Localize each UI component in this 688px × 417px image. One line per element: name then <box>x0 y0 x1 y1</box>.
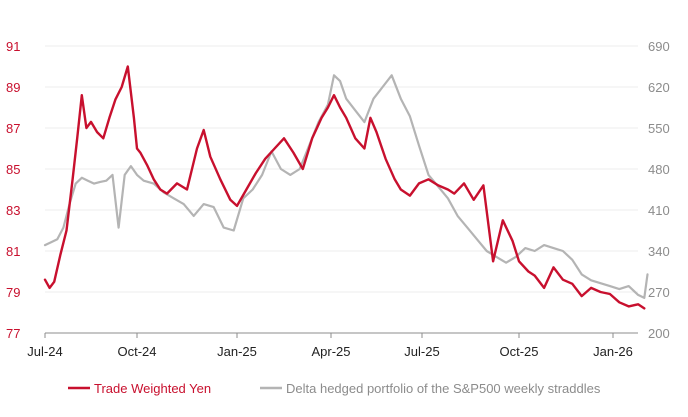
right-tick-label-200: 200 <box>648 326 670 341</box>
left-tick-label-79: 79 <box>6 285 20 300</box>
series-group <box>43 65 649 310</box>
right-tick-label-340: 340 <box>648 244 670 259</box>
x-tick-label-1: Oct-24 <box>117 344 156 359</box>
x-tick-label-6: Jan-26 <box>593 344 633 359</box>
series-line-delta-hedged-portfolio <box>43 74 649 299</box>
x-tick-label-5: Oct-25 <box>499 344 538 359</box>
legend: Trade Weighted Yen Delta hedged portfoli… <box>68 381 601 396</box>
x-axis-ticks: Jul-24 Oct-24 Jan-25 Apr-25 Jul-25 Oct-25 Jan-… <box>27 333 633 359</box>
left-tick-label-77: 77 <box>6 326 20 341</box>
right-tick-label-620: 620 <box>648 80 670 95</box>
right-tick-label-270: 270 <box>648 285 670 300</box>
right-tick-label-480: 480 <box>648 162 670 177</box>
left-axis-ticks: 77 79 81 83 85 87 89 91 <box>6 39 20 341</box>
series-line-trade-weighted-yen <box>43 65 646 310</box>
left-tick-label-91: 91 <box>6 39 20 54</box>
right-axis-ticks: 200 270 340 410 480 550 620 690 <box>648 39 670 341</box>
right-tick-label-690: 690 <box>648 39 670 54</box>
x-tick-label-0: Jul-24 <box>27 344 62 359</box>
left-tick-label-85: 85 <box>6 162 20 177</box>
legend-label-delta-hedged-portfolio: Delta hedged portfolio of the S&P500 wee… <box>286 381 601 396</box>
x-tick-label-4: Jul-25 <box>404 344 439 359</box>
right-tick-label-410: 410 <box>648 203 670 218</box>
left-tick-label-87: 87 <box>6 121 20 136</box>
left-tick-label-83: 83 <box>6 203 20 218</box>
legend-label-trade-weighted-yen: Trade Weighted Yen <box>94 381 211 396</box>
x-tick-label-2: Jan-25 <box>217 344 257 359</box>
x-tick-label-3: Apr-25 <box>311 344 350 359</box>
left-tick-label-81: 81 <box>6 244 20 259</box>
left-tick-label-89: 89 <box>6 80 20 95</box>
right-tick-label-550: 550 <box>648 121 670 136</box>
